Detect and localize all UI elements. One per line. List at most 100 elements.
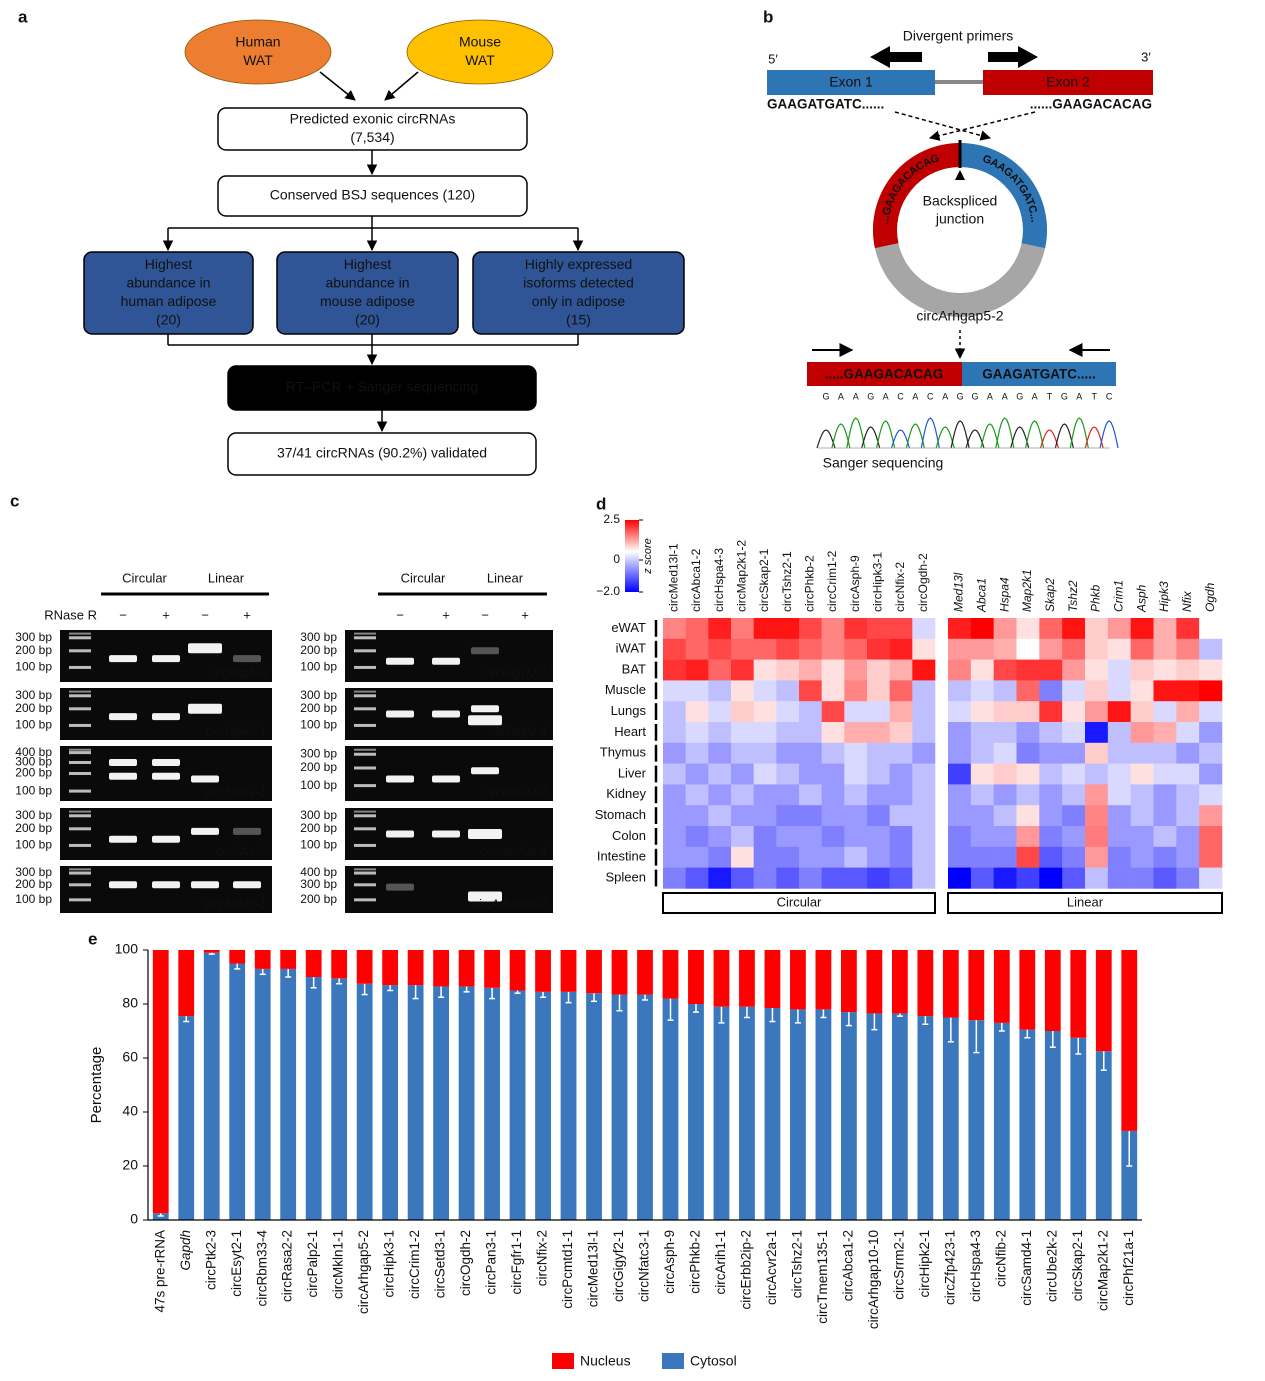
heat-cell [1130, 784, 1154, 806]
heat-cell [1085, 805, 1109, 827]
heat-cell [948, 846, 972, 868]
heat-cell [1153, 805, 1177, 827]
bar-segment [662, 950, 679, 999]
trace [1084, 426, 1104, 449]
band [109, 759, 137, 766]
group-label: Linear [208, 570, 245, 585]
band [152, 881, 180, 889]
base: A [942, 391, 948, 401]
heat-cell [1107, 659, 1131, 681]
bar-segment [968, 1020, 985, 1220]
node-label: only in adipose [532, 293, 626, 309]
heat-cell [1085, 638, 1109, 660]
column-label: Med13l [952, 572, 966, 612]
sign: − [201, 607, 209, 622]
heat-cell [1199, 826, 1223, 848]
heat-cell [776, 722, 800, 744]
bar-segment [560, 950, 577, 992]
heat-cell [1130, 722, 1154, 744]
heat-cell [776, 867, 800, 889]
heat-cell [776, 846, 800, 868]
column-label: Map2k1 [1020, 569, 1034, 612]
bar-segment [382, 985, 399, 1220]
bp-label: 100 bp [300, 778, 337, 792]
bp-label: 200 bp [300, 643, 337, 657]
heat-cell [1176, 805, 1200, 827]
gene-label: circTshz2-1 [205, 785, 266, 799]
flow-node [184, 19, 332, 85]
x-tick-label: circMed13l-1 [586, 1230, 601, 1307]
heat-cell [993, 618, 1017, 640]
bar-segment [611, 950, 628, 995]
column-label: Hipk3 [1157, 581, 1171, 612]
bar-segment [280, 968, 297, 1220]
band [191, 827, 219, 835]
heat-cell [708, 805, 732, 827]
panel-letter: d [596, 494, 606, 513]
band [191, 881, 219, 889]
sign: + [162, 607, 170, 622]
trace [1010, 426, 1030, 449]
bar-segment [229, 963, 246, 1220]
sign: − [481, 607, 489, 622]
ladder-band [69, 632, 91, 635]
column-label: Crim1 [1111, 580, 1125, 612]
bar-segment [305, 950, 322, 977]
ladder-band [354, 694, 376, 698]
heat-cell [663, 742, 686, 764]
heat-cell [844, 722, 868, 744]
bar-segment [458, 986, 475, 1220]
trace [995, 417, 1015, 449]
heat-cell [912, 618, 936, 640]
heat-cell [912, 784, 936, 806]
bar-segment [790, 950, 806, 1010]
heat-cell [708, 638, 732, 660]
base: A [912, 391, 918, 401]
arc-blue [959, 143, 1047, 249]
x-tick-label: circAsph-9 [662, 1230, 677, 1294]
heat-cell [867, 846, 890, 868]
heat-cell [1039, 846, 1063, 868]
x-tick-label: circRasa2-2 [280, 1230, 295, 1302]
bar-segment [356, 950, 373, 984]
sanger-label: Sanger sequencing [823, 455, 944, 471]
x-tick-label: circHipk2-1 [917, 1230, 932, 1298]
bp-label: 200 bp [15, 821, 52, 835]
bar-segment [1095, 950, 1112, 1052]
column-label: Tshz2 [1066, 580, 1080, 612]
heat-cell [1016, 784, 1040, 806]
bar-segment [458, 950, 475, 987]
node-label: Highest [145, 256, 193, 272]
x-tick-label: circRbm33-4 [254, 1230, 269, 1307]
flow-node [227, 365, 537, 411]
ladder-band [354, 748, 376, 751]
heat-cell [731, 618, 754, 640]
heat-cell [948, 867, 972, 889]
base: G [867, 391, 874, 401]
heat-cell [1062, 763, 1086, 785]
band [109, 881, 137, 889]
heat-cell [799, 722, 822, 744]
sequence: GAAGATGATC..... [982, 367, 1096, 382]
heat-cell [663, 722, 686, 744]
heat-cell [948, 680, 972, 702]
y-tick-label: 40 [122, 1103, 138, 1119]
heat-cell [731, 722, 754, 744]
heat-cell [889, 784, 913, 806]
ladder-band [69, 814, 91, 818]
group-box [947, 892, 1223, 914]
heat-cell [844, 826, 868, 848]
x-tick-label: circNfib-2 [993, 1230, 1008, 1287]
band [109, 713, 137, 721]
trace [950, 420, 970, 449]
bp-label: 300 bp [15, 630, 52, 644]
band [152, 655, 180, 663]
column-label: Phkb [1089, 584, 1103, 612]
band [386, 775, 414, 783]
heat-cell [970, 784, 994, 806]
bp-label: 200 bp [300, 892, 337, 906]
base: A [853, 391, 859, 401]
heat-cell [1176, 638, 1200, 660]
x-tick-label: circErbb2ip-2 [739, 1230, 754, 1310]
heat-cell [753, 867, 777, 889]
